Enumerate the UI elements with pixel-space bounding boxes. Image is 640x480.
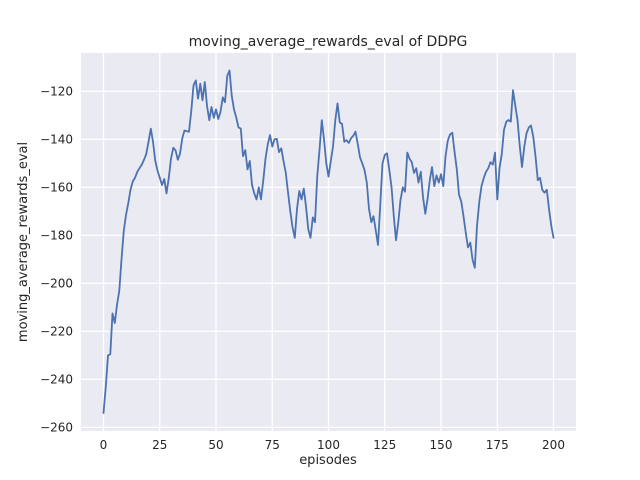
y-tick-label: −140	[40, 132, 73, 146]
grid-lines	[81, 53, 576, 431]
series-line-ddpg	[102, 69, 555, 414]
y-tick-labels: −120 −140 −160 −180 −200 −220 −240 −260	[40, 84, 73, 434]
x-tick-label: 200	[542, 438, 565, 452]
x-tick-label: 175	[486, 438, 509, 452]
y-tick-label: −180	[40, 228, 73, 242]
y-tick-label: −160	[40, 180, 73, 194]
x-tick-label: 50	[208, 438, 223, 452]
x-tick-label: 25	[152, 438, 167, 452]
y-tick-label: −120	[40, 84, 73, 98]
y-tick-label: −200	[40, 276, 73, 290]
y-tick-label: −260	[40, 420, 73, 434]
x-tick-label: 0	[100, 438, 108, 452]
x-axis-label: episodes	[299, 453, 357, 468]
y-tick-label: −240	[40, 372, 73, 386]
x-tick-label: 125	[373, 438, 396, 452]
y-tick-label: −220	[40, 324, 73, 338]
x-tick-label: 150	[430, 438, 453, 452]
x-tick-labels: 0 25 50 75 100 125 150 175 200	[100, 438, 565, 452]
x-tick-label: 75	[265, 438, 280, 452]
y-axis-label: moving_average_rewards_eval	[16, 142, 31, 342]
x-tick-label: 100	[317, 438, 340, 452]
chart-title: moving_average_rewards_eval of DDPG	[189, 34, 468, 50]
